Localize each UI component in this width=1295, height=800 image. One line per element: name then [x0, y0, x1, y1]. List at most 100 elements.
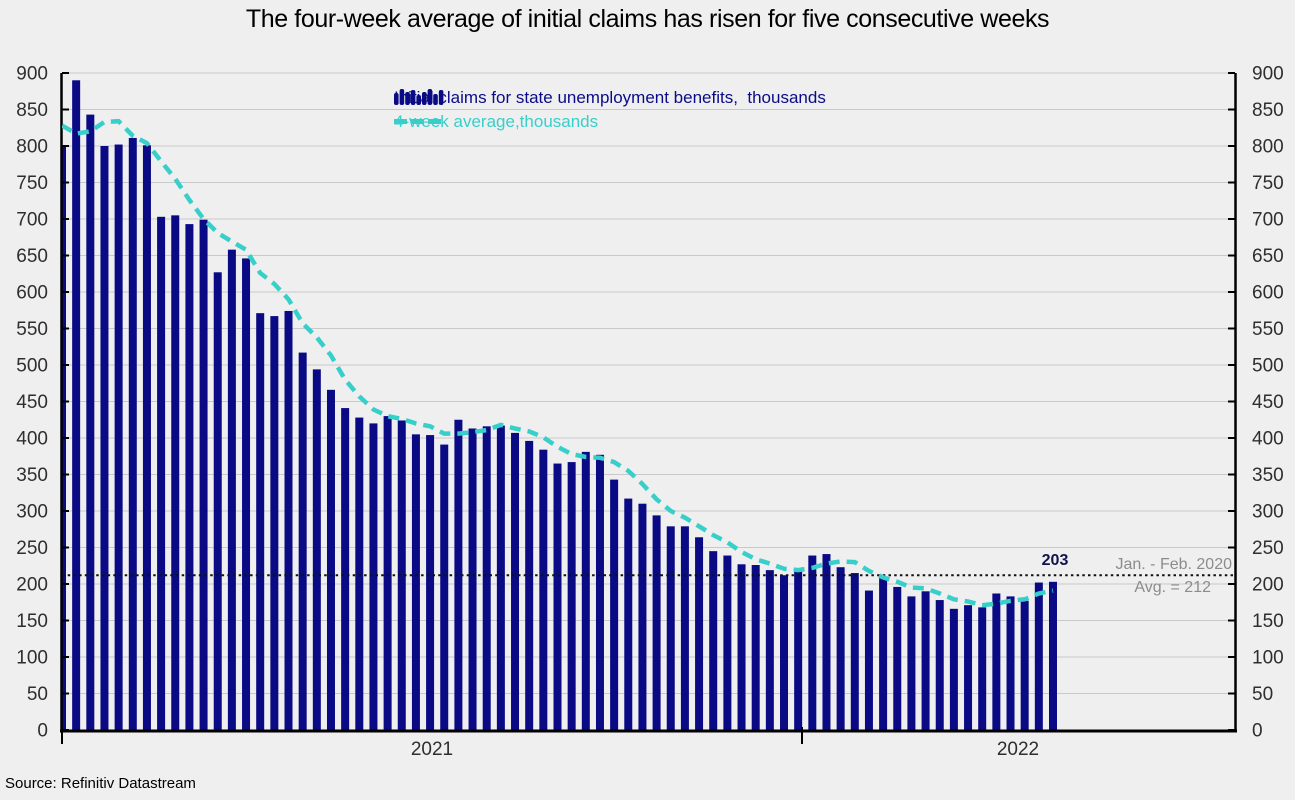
bar — [496, 425, 505, 730]
bar — [171, 215, 180, 731]
legend-bar-glyph — [399, 89, 405, 105]
bar — [581, 451, 590, 730]
legend-bar-glyph — [433, 94, 438, 105]
bar — [100, 146, 109, 730]
bar — [780, 575, 789, 730]
y-tick-label-left: 650 — [16, 246, 48, 267]
bar — [86, 114, 95, 731]
y-tick-label-right: 500 — [1252, 356, 1284, 377]
bar — [482, 426, 491, 730]
bar — [964, 605, 973, 730]
y-tick-label-right: 600 — [1252, 283, 1284, 304]
legend-item-line: 4-week average,thousands — [394, 112, 598, 132]
y-tick-label-right: 700 — [1252, 210, 1284, 231]
legend-bar-glyph — [416, 95, 421, 105]
y-tick-label-left: 300 — [16, 502, 48, 523]
bar — [525, 440, 534, 730]
y-tick-label-right: 550 — [1252, 319, 1284, 340]
bar — [242, 258, 251, 730]
bar — [298, 352, 307, 730]
legend-item-bars: Initial claims for state unemployment be… — [394, 88, 826, 108]
annotation-ref-avg: Avg. = 212 — [1134, 579, 1211, 596]
bar — [709, 551, 718, 730]
bar — [227, 249, 236, 730]
y-tick-label-left: 150 — [16, 611, 48, 632]
bar — [553, 463, 562, 730]
x-axis-label-2022: 2022 — [996, 739, 1040, 760]
y-tick-label-left: 850 — [16, 100, 48, 121]
y-tick-label-left: 800 — [16, 137, 48, 158]
y-tick-label-right: 450 — [1252, 392, 1284, 413]
y-tick-label-right: 100 — [1252, 648, 1284, 669]
bar — [695, 537, 704, 730]
bar — [680, 526, 689, 730]
bar — [935, 600, 944, 730]
y-tick-label-left: 600 — [16, 283, 48, 304]
chart-title: The four-week average of initial claims … — [245, 5, 1050, 33]
y-tick-label-left: 200 — [16, 575, 48, 596]
y-tick-label-left: 50 — [27, 684, 48, 705]
y-tick-label-left: 100 — [16, 648, 48, 669]
bar — [567, 462, 576, 730]
bar — [411, 434, 420, 730]
bar — [185, 224, 194, 731]
y-tick-label-left: 350 — [16, 465, 48, 486]
bar — [270, 316, 279, 730]
bar — [355, 417, 364, 730]
bar — [383, 416, 392, 730]
bar — [369, 423, 378, 730]
y-tick-label-right: 300 — [1252, 502, 1284, 523]
bar — [511, 432, 520, 730]
four-week-average-line — [62, 118, 1054, 608]
y-tick-label-right: 400 — [1252, 429, 1284, 450]
bar — [652, 515, 661, 730]
bar — [610, 479, 619, 730]
bar — [284, 310, 293, 730]
bar — [723, 555, 732, 730]
legend-bars-label: Initial claims for state unemployment be… — [394, 88, 826, 107]
bars-group — [62, 80, 1057, 731]
bar — [440, 444, 449, 730]
legend-bar-glyph — [410, 90, 416, 105]
x-axis-label-2021: 2021 — [410, 739, 454, 760]
bar — [157, 216, 166, 730]
legend-dash-glyph — [428, 119, 441, 124]
legend-bar-glyph — [394, 93, 399, 105]
annotation-ref-period: Jan. - Feb. 2020 — [1115, 556, 1232, 573]
bar — [794, 570, 803, 730]
y-tick-label-left: 700 — [16, 210, 48, 231]
y-tick-label-left: 500 — [16, 356, 48, 377]
y-tick-label-right: 650 — [1252, 246, 1284, 267]
source-note: Source: Refinitiv Datastream — [5, 775, 196, 792]
bar — [114, 144, 123, 731]
bar — [949, 608, 958, 730]
legend-bar-glyph — [422, 92, 427, 105]
y-tick-label-right: 250 — [1252, 538, 1284, 559]
bar — [850, 573, 859, 730]
bars-legend-icon — [394, 89, 444, 105]
bar — [737, 564, 746, 730]
bar — [1034, 582, 1043, 730]
legend-bar-glyph — [405, 92, 410, 105]
y-tick-label-left: 750 — [16, 173, 48, 194]
bar — [808, 555, 817, 730]
y-tick-label-left: 450 — [16, 392, 48, 413]
y-tick-label-right: 800 — [1252, 137, 1284, 158]
bar — [638, 503, 647, 730]
bar — [128, 137, 137, 731]
bar — [341, 408, 350, 730]
bar — [213, 272, 222, 730]
bar — [765, 570, 774, 730]
bar — [426, 435, 435, 730]
bar — [1048, 581, 1057, 730]
bar — [992, 593, 1001, 730]
bar — [595, 454, 604, 730]
bar — [864, 590, 873, 730]
bar — [539, 449, 548, 730]
bar — [624, 498, 633, 730]
y-tick-label-right: 50 — [1252, 684, 1273, 705]
y-tick-label-left: 250 — [16, 538, 48, 559]
bar — [468, 428, 477, 730]
y-tick-label-right: 850 — [1252, 100, 1284, 121]
bar — [666, 526, 675, 730]
